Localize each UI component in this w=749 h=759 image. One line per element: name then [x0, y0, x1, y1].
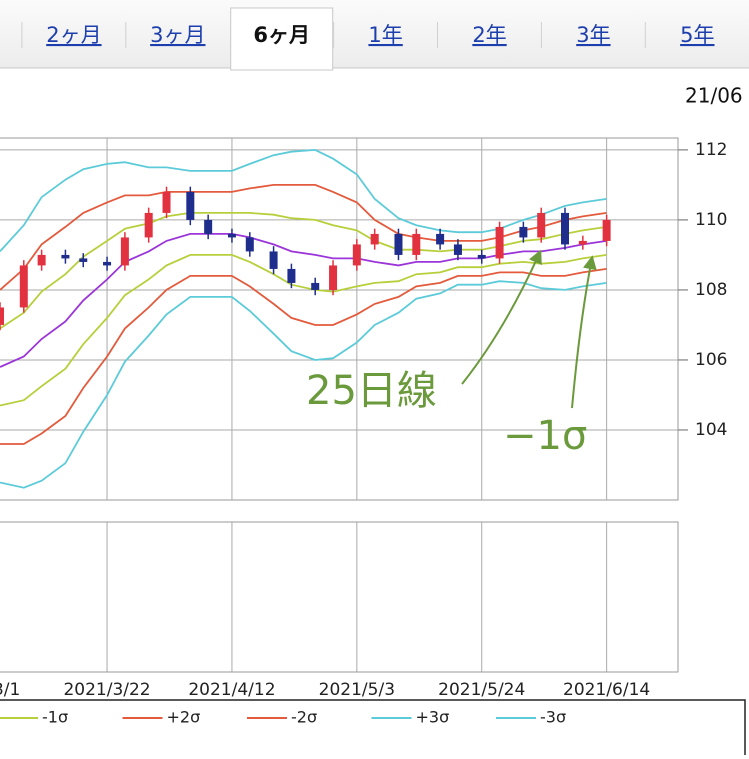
candle-body — [79, 258, 88, 262]
date-label: 21/06 — [685, 84, 743, 108]
candle-body — [37, 254, 46, 266]
candle-body — [436, 233, 445, 245]
x-tick-label: 2021/5/24 — [438, 680, 525, 700]
candle-body — [495, 226, 504, 259]
band-line — [0, 268, 607, 445]
tab[interactable]: 2年 — [472, 23, 506, 47]
legend-box — [0, 699, 746, 759]
y-tick-label: 112 — [695, 140, 727, 160]
candle-body — [477, 254, 486, 259]
candle-body — [162, 191, 171, 213]
active-tab — [230, 7, 334, 71]
tabs: 1ヶ月2ヶ月3ヶ月6ヶ月1年2年3年5年 — [21, 7, 714, 71]
annotation-arrow — [461, 249, 542, 385]
band-line — [0, 254, 607, 407]
candle-body — [602, 219, 611, 241]
x-tick-label: 2021/6/14 — [563, 680, 650, 700]
tab[interactable]: 5年 — [680, 23, 714, 47]
candle-body — [269, 251, 278, 269]
legend-label: -1σ — [42, 708, 68, 727]
annotation: 25日線 — [306, 368, 437, 414]
plot-area — [0, 137, 679, 501]
candle-body — [394, 233, 403, 255]
candle-body — [204, 219, 213, 234]
x-tick-label: 2021/3/22 — [63, 680, 150, 700]
candle-body — [329, 265, 338, 290]
candle-body — [578, 240, 587, 245]
tab[interactable]: 2ヶ月 — [46, 23, 101, 47]
legend-label: +2σ — [167, 708, 201, 727]
y-tick-label: 106 — [695, 350, 727, 370]
candle-body — [412, 233, 421, 255]
candle-body — [19, 265, 28, 308]
annotation-arrow — [571, 255, 597, 409]
annotation: −1σ — [503, 413, 587, 459]
band-line — [0, 280, 607, 489]
candle-body — [537, 212, 546, 238]
candle-body — [61, 254, 70, 259]
candle-body — [0, 307, 4, 325]
x-tick-label: 2021/5/3 — [319, 680, 395, 700]
price-chart: 104 106 108 110 112 2021/3/1 2021/3/22 2021/4/1… — [0, 137, 727, 700]
y-tick-label: 104 — [695, 420, 727, 440]
y-tick-label: 110 — [695, 210, 727, 230]
legend-label: +3σ — [416, 708, 450, 727]
candle-body — [144, 212, 153, 238]
tab[interactable]: 3ヶ月 — [150, 23, 205, 47]
legend-label: -2σ — [291, 708, 317, 727]
candle-body — [245, 237, 254, 252]
candle-body — [103, 261, 112, 266]
tab[interactable]: 3年 — [576, 23, 610, 47]
candle-body — [287, 268, 296, 283]
candle-body — [352, 244, 361, 266]
y-tick-label: 108 — [695, 280, 727, 300]
candle-body — [561, 212, 569, 245]
candle-body — [453, 244, 462, 255]
x-tick-label: 2021/4/12 — [188, 680, 275, 700]
candle-body — [186, 191, 195, 220]
tab: 6ヶ月 — [253, 23, 310, 47]
candle-body — [311, 282, 320, 290]
tab-bar — [0, 0, 749, 68]
lower-panel — [0, 521, 679, 673]
candle-body — [370, 233, 379, 245]
candle-body — [519, 226, 528, 238]
tab[interactable]: 1年 — [368, 23, 402, 47]
legend-label: -3σ — [540, 708, 566, 727]
candle-body — [120, 237, 129, 266]
x-tick-label: 2021/3/1 — [0, 680, 20, 700]
candle-body — [227, 233, 236, 238]
